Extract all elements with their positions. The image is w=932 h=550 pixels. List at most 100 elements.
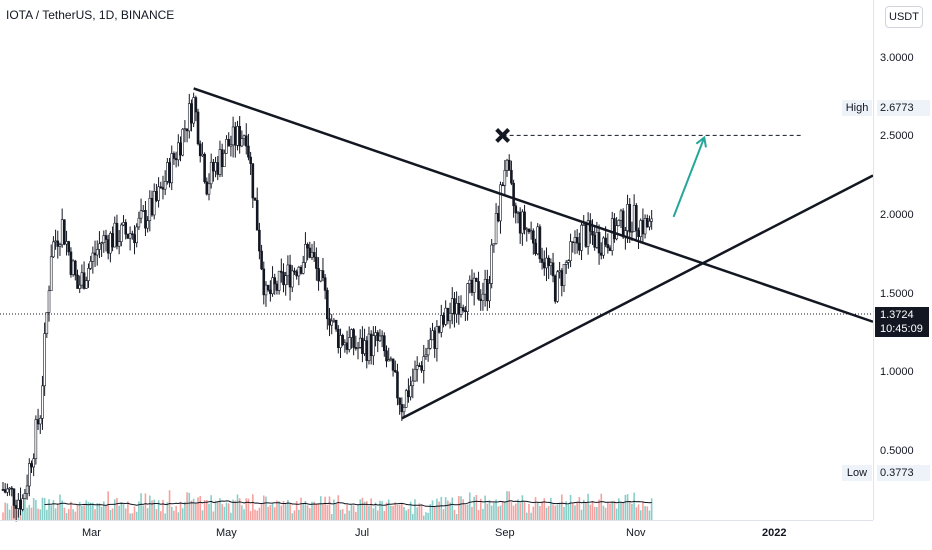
volume-bar	[514, 503, 517, 520]
volume-bar	[30, 507, 33, 520]
volume-bar	[359, 499, 362, 520]
currency-button[interactable]: USDT	[885, 6, 923, 28]
volume-bar	[532, 506, 535, 520]
volume-bar	[223, 506, 226, 520]
candle-body	[507, 159, 511, 171]
volume-bar	[166, 502, 169, 520]
candle-body	[133, 234, 136, 244]
volume-bar	[72, 509, 74, 520]
volume-bar	[227, 503, 230, 520]
volume-bar	[486, 503, 489, 520]
candle-body	[82, 272, 86, 289]
volume-bar	[322, 504, 324, 520]
volume-bar	[418, 503, 421, 520]
volume-bar	[396, 504, 399, 520]
volume-bar	[479, 498, 482, 520]
volume-bar	[269, 505, 272, 520]
volume-bar	[109, 509, 112, 520]
candle-body	[306, 244, 309, 249]
candle-body	[532, 230, 535, 244]
candle-body	[209, 161, 213, 185]
candle-body	[459, 307, 463, 315]
candle-body	[126, 233, 130, 239]
volume-bar	[247, 498, 250, 520]
candle-body	[551, 262, 555, 277]
candle-body	[203, 153, 206, 183]
candle-body	[155, 191, 158, 201]
volume-bar	[350, 504, 353, 520]
volume-bar	[449, 502, 451, 520]
candle-body	[339, 335, 342, 348]
candle-body	[345, 342, 349, 350]
candle-body	[578, 242, 581, 251]
volume-bar	[175, 505, 177, 520]
volume-bar	[35, 500, 37, 520]
candle-body	[457, 303, 461, 315]
candle-body	[317, 268, 320, 282]
trendline-support	[401, 174, 874, 420]
volume-bar	[482, 508, 484, 520]
candle-body	[547, 257, 550, 266]
x-marker-stroke	[495, 128, 511, 143]
candle-body	[475, 277, 478, 282]
candle-body	[32, 458, 35, 468]
volume-bar	[6, 503, 9, 520]
candle-body	[613, 218, 616, 240]
volume-bar	[530, 512, 532, 520]
candle-body	[534, 242, 537, 255]
volume-bar	[352, 505, 355, 520]
candle-body	[374, 332, 377, 336]
volume-bar	[32, 498, 35, 520]
volume-bar	[96, 503, 99, 520]
volume-bar	[92, 502, 94, 520]
volume-bar	[236, 494, 239, 520]
volume-bar	[622, 502, 624, 520]
volume-bar	[105, 505, 107, 520]
candle-body	[174, 158, 178, 161]
candle-body	[102, 235, 106, 244]
volume-bars	[2, 490, 653, 520]
candle-body	[514, 205, 518, 214]
volume-bar	[488, 500, 491, 520]
candle-body	[74, 260, 77, 276]
candle-body	[251, 163, 255, 199]
volume-bar	[151, 500, 153, 520]
candle-body	[166, 162, 169, 182]
volume-bar	[523, 502, 526, 520]
candle-body	[141, 210, 145, 212]
candle-body	[271, 277, 274, 295]
candle-body	[137, 217, 141, 228]
candle-body	[481, 293, 485, 301]
candle-body	[201, 153, 204, 157]
volume-bar	[153, 499, 156, 520]
volume-bar	[550, 497, 552, 520]
candle-body	[402, 407, 406, 413]
volume-bar	[571, 503, 574, 520]
candle-body	[404, 390, 408, 408]
volume-bar	[39, 509, 42, 520]
volume-bar	[633, 492, 635, 520]
volume-bar	[330, 514, 333, 520]
candle-body	[69, 251, 73, 275]
x-marker-icon	[495, 128, 511, 143]
volume-bar	[339, 509, 342, 520]
volume-bar	[407, 508, 410, 520]
candle-body	[453, 298, 456, 315]
candle-body	[277, 270, 281, 291]
candle-body	[606, 244, 610, 249]
candle-body	[439, 315, 443, 333]
volume-bar	[554, 505, 557, 520]
volume-bar	[411, 513, 414, 520]
volume-bar	[149, 495, 151, 520]
candle-body	[185, 128, 189, 132]
volume-bar	[471, 506, 473, 520]
candle-body	[448, 312, 452, 322]
candle-body	[273, 277, 277, 285]
volume-bar	[545, 507, 548, 520]
candle-body	[407, 390, 410, 398]
candle-body	[157, 186, 160, 201]
volume-bar	[541, 501, 543, 520]
volume-bar	[585, 502, 587, 520]
candle-body	[415, 365, 419, 370]
